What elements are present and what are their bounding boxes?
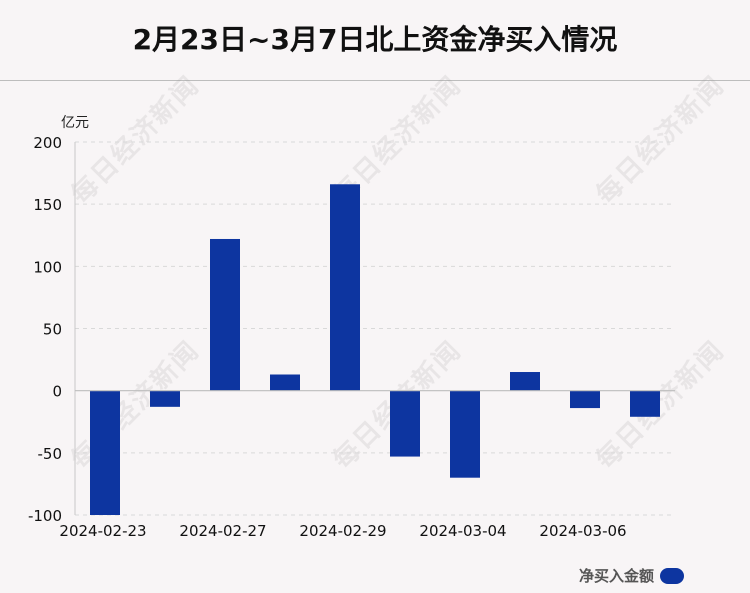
x-tick-label: 2024-02-27 [179,522,266,540]
x-tick-label: 2024-03-04 [419,522,506,540]
y-tick-label: 100 [33,258,62,276]
title-divider [0,80,750,81]
bar [210,238,240,391]
bar [390,390,420,457]
legend: 净买入金额 [579,565,684,586]
y-tick-label: -50 [38,445,63,463]
y-tick-label: -100 [28,507,62,525]
x-tick-label: 2024-03-06 [539,522,626,540]
chart-title: 2月23日~3月7日北上资金净买入情况 [132,23,618,56]
legend-swatch [660,567,684,584]
y-axis-unit: 亿元 [61,115,89,131]
y-tick-label: 50 [43,321,62,339]
bar [270,374,300,391]
y-tick-label: 200 [33,134,62,152]
bar [90,390,120,515]
y-tick-label: 150 [33,196,62,214]
bar [570,390,600,409]
bar [150,390,180,407]
bar [510,372,540,391]
bar [450,390,480,478]
bar [330,184,360,391]
bar [630,390,660,417]
x-tick-label: 2024-02-29 [299,522,386,540]
y-tick-label: 0 [52,383,62,401]
x-tick-label: 2024-02-23 [59,522,146,540]
legend-label: 净买入金额 [578,567,654,585]
